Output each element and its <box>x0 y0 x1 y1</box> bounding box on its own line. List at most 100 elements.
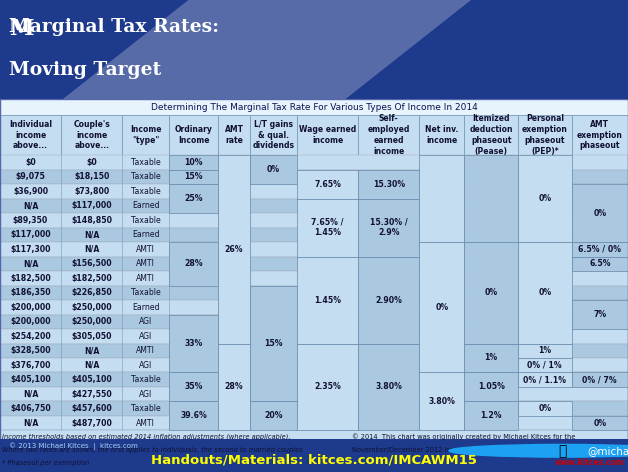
Text: AGI: AGI <box>139 332 153 341</box>
Text: M: M <box>9 18 34 40</box>
Text: $182,500: $182,500 <box>72 274 112 283</box>
Text: 0% / 1.1%: 0% / 1.1% <box>523 375 566 384</box>
Text: Earned: Earned <box>132 230 160 239</box>
Text: 3.80%: 3.80% <box>428 397 455 406</box>
Text: $328,500: $328,500 <box>10 346 51 355</box>
Text: $9,075: $9,075 <box>16 172 45 181</box>
Bar <box>571 300 628 329</box>
Text: Taxable: Taxable <box>131 216 161 225</box>
Bar <box>0 184 628 199</box>
Bar <box>218 155 250 344</box>
Text: 1%: 1% <box>538 346 551 355</box>
Bar <box>571 257 628 271</box>
Bar <box>0 199 628 213</box>
Text: $305,050: $305,050 <box>72 332 112 341</box>
Bar <box>518 344 571 358</box>
Text: $0: $0 <box>25 158 36 167</box>
Bar <box>358 169 420 199</box>
Text: AMTI: AMTI <box>136 245 155 254</box>
Text: AGI: AGI <box>139 390 153 399</box>
Text: $117,000: $117,000 <box>72 202 112 211</box>
Text: Self-
employed
earned
income: Self- employed earned income <box>367 115 410 156</box>
Bar <box>0 329 628 344</box>
Text: Taxable: Taxable <box>131 158 161 167</box>
Text: 6.5% / 0%: 6.5% / 0% <box>578 245 621 254</box>
Text: November/December 2012 issue of The Kitces Report.: November/December 2012 issue of The Kitc… <box>352 447 533 453</box>
Text: 1.05%: 1.05% <box>478 382 505 391</box>
Text: Marginal Tax Rates:: Marginal Tax Rates: <box>9 18 220 36</box>
Text: 28%: 28% <box>225 382 244 391</box>
Bar <box>518 115 571 155</box>
Text: 🐦: 🐦 <box>558 445 566 458</box>
Bar <box>122 115 169 155</box>
Polygon shape <box>63 0 471 99</box>
Bar <box>297 199 358 257</box>
Text: Income
"type": Income "type" <box>130 125 161 145</box>
Text: 20%: 20% <box>264 412 283 421</box>
Text: Itemized
deduction
phaseout
(Pease): Itemized deduction phaseout (Pease) <box>470 115 513 156</box>
Text: Taxable: Taxable <box>131 404 161 413</box>
Text: 0%: 0% <box>538 404 551 413</box>
Bar <box>297 169 358 199</box>
Text: AMT
rate: AMT rate <box>225 125 244 145</box>
Text: N/A: N/A <box>84 361 99 370</box>
Text: L/T gains
& qual.
dividends: L/T gains & qual. dividends <box>252 120 295 151</box>
Text: $250,000: $250,000 <box>72 317 112 326</box>
Text: $457,600: $457,600 <box>72 404 112 413</box>
Text: Net inv.
income: Net inv. income <box>425 125 458 145</box>
Bar <box>518 242 571 344</box>
Bar <box>358 115 420 155</box>
Bar <box>0 115 61 155</box>
Text: AGI: AGI <box>139 361 153 370</box>
Bar <box>297 257 358 344</box>
Bar <box>465 402 518 430</box>
Text: 7.65% /
1.45%: 7.65% / 1.45% <box>311 218 344 237</box>
Text: AMT
exemption
phaseout: AMT exemption phaseout <box>577 120 623 151</box>
Bar <box>518 402 571 416</box>
Text: N/A: N/A <box>84 245 99 254</box>
Text: Determining The Marginal Tax Rate For Various Types Of Income In 2014: Determining The Marginal Tax Rate For Va… <box>151 102 477 111</box>
Text: Income thresholds based on estimated 2014 inflation adjustments (where applicabl: Income thresholds based on estimated 201… <box>2 434 291 440</box>
Text: $18,150: $18,150 <box>74 172 109 181</box>
Bar <box>0 402 628 416</box>
Bar <box>0 155 628 169</box>
Bar <box>297 344 358 430</box>
Text: $148,850: $148,850 <box>71 216 112 225</box>
Bar <box>0 358 628 372</box>
Text: 15.30% /
2.9%: 15.30% / 2.9% <box>370 218 408 237</box>
Bar <box>420 115 465 155</box>
Text: Taxable: Taxable <box>131 187 161 196</box>
Bar <box>518 372 571 387</box>
Text: 15%: 15% <box>264 339 283 348</box>
Text: 0%: 0% <box>485 288 498 297</box>
Text: $405,100: $405,100 <box>10 375 51 384</box>
Bar <box>0 228 628 242</box>
Text: $226,850: $226,850 <box>72 288 112 297</box>
Bar <box>218 344 250 430</box>
Text: $487,700: $487,700 <box>71 419 112 428</box>
Bar <box>250 286 297 402</box>
Text: Earned: Earned <box>132 202 160 211</box>
Text: © 2013 Michael Kitces  |  kitces.com: © 2013 Michael Kitces | kitces.com <box>9 443 138 450</box>
Circle shape <box>449 445 628 457</box>
Text: N/A: N/A <box>84 346 99 355</box>
Bar <box>169 402 218 430</box>
Text: N/A: N/A <box>84 230 99 239</box>
Text: $117,000: $117,000 <box>10 230 51 239</box>
Text: Wage earned
income: Wage earned income <box>299 125 356 145</box>
Text: Moving Target: Moving Target <box>9 61 161 79</box>
Text: 26%: 26% <box>225 245 243 254</box>
Bar <box>250 155 297 184</box>
Bar <box>169 372 218 402</box>
Text: $156,500: $156,500 <box>72 259 112 268</box>
Text: $182,500: $182,500 <box>10 274 51 283</box>
Bar <box>250 115 297 155</box>
Text: 0%: 0% <box>593 419 607 428</box>
Bar <box>218 115 250 155</box>
Bar <box>250 402 297 430</box>
Text: N/A: N/A <box>23 202 38 211</box>
Bar <box>0 271 628 286</box>
Text: Where two rates are shown, the first applies to individuals, the second to marri: Where two rates are shown, the first app… <box>2 447 303 453</box>
Bar <box>0 242 628 257</box>
Text: 6.5%: 6.5% <box>589 259 610 268</box>
